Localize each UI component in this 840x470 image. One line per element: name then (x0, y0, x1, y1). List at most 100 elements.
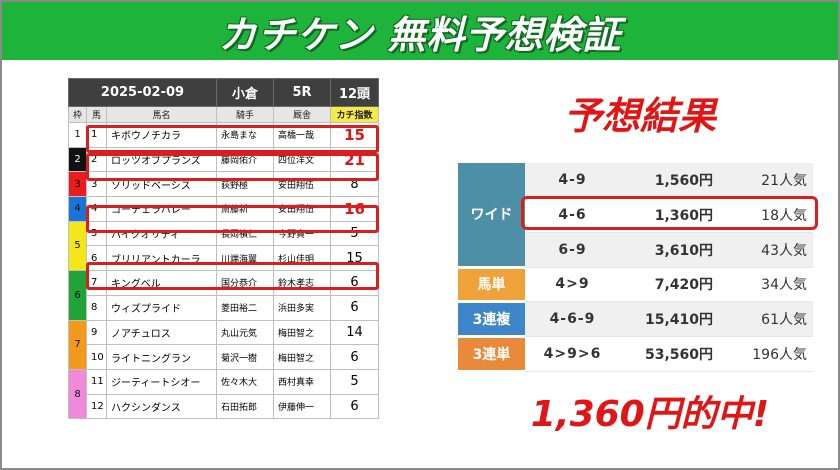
payout-amount: 3,610円 (620, 232, 723, 268)
payout-amount: 1,360円 (620, 197, 723, 233)
horse-number: 10 (86, 344, 107, 370)
horse-number: 1 (86, 122, 107, 148)
horse-number: 7 (86, 270, 107, 296)
jockey-name: 川端海翼 (216, 245, 274, 272)
table-row: 6 7 キングベル 国分恭介 鈴木孝志 6 (68, 270, 379, 321)
bet-type-wide: ワイド (458, 163, 525, 269)
horse-number: 6 (86, 245, 107, 272)
jockey-name: 佐々木大 (216, 368, 274, 395)
jockey-name: 長岡禎仁 (216, 220, 274, 247)
table-row: 8 ウィズプライド 菱田裕二 浜田多実 6 (69, 294, 379, 321)
payout-amount: 15,410円 (620, 301, 723, 337)
race-date: 2025-02-09 (68, 78, 217, 107)
table-row: 5 5 ハイクオリティ 長岡禎仁 今野貞一 5 (68, 220, 379, 272)
payout-popularity: 21人気 (723, 163, 813, 199)
horse-number: 4 (86, 196, 107, 222)
payout-combo: 4-6-9 (525, 301, 620, 337)
payout-combo: 4-6 (525, 197, 620, 233)
col-trainer: 厩舎 (273, 106, 331, 123)
payout-popularity: 43人気 (723, 232, 813, 268)
jockey-name: 菱田裕二 (216, 294, 274, 321)
horse-name: ブリリアントカーラ (106, 245, 217, 272)
kachi-score: 6 (330, 294, 379, 321)
table-row: 10 ライトニングラン 菊沢一樹 梅田智之 6 (69, 344, 379, 370)
horse-number: 12 (86, 393, 107, 420)
payout-row: 3連複 4-6-9 15,410円 61人気 (458, 301, 813, 338)
race-number: 5R (273, 78, 331, 107)
payout-amount: 1,560円 (620, 163, 723, 199)
kachi-score: 16 (330, 196, 379, 222)
table-row: 6 ブリリアントカーラ 川端海翼 杉山佳明 15 (69, 245, 379, 272)
race-venue: 小倉 (216, 78, 274, 107)
waku-cell: 1 (68, 122, 87, 148)
race-table: 2025-02-09 小倉 5R 12頭 枠 馬 馬名 騎手 厩舎 カチ指数 1… (68, 78, 379, 420)
payout-combo: 6-9 (525, 232, 620, 268)
kachi-score: 21 (330, 146, 379, 173)
trainer-name: 安田翔伍 (273, 171, 331, 198)
trainer-name: 西村真幸 (273, 368, 331, 395)
kachi-score: 15 (330, 245, 379, 272)
kachi-score: 6 (330, 270, 379, 296)
kachi-score: 8 (330, 171, 379, 198)
trainer-name: 伊藤伸一 (273, 393, 331, 420)
trainer-name: 浜田多実 (273, 294, 331, 321)
waku-cell: 2 (68, 146, 87, 173)
payout-combo: 4-9 (525, 163, 620, 199)
horse-number: 2 (86, 146, 107, 173)
kachi-score: 14 (330, 319, 379, 346)
payout-row: ワイド 4-9 1,560円 21人気 (458, 163, 813, 269)
trainer-name: 梅田智之 (273, 344, 331, 370)
table-row: 12 ハクシンダンス 石田拓郎 伊藤伸一 6 (69, 393, 379, 420)
kachi-score: 5 (330, 368, 379, 395)
race-header-row: 2025-02-09 小倉 5R 12頭 (68, 78, 379, 107)
race-field-size: 12頭 (330, 78, 379, 107)
col-horse: 馬名 (106, 106, 217, 123)
col-jockey: 騎手 (216, 106, 274, 123)
bet-type-sanrenpuku: 3連複 (458, 301, 525, 338)
horse-name: ハクシンダンス (106, 393, 217, 420)
horse-name: ソリッドベーシス (106, 171, 217, 198)
horse-name: ウィズプライド (106, 294, 217, 321)
horse-name: ノアチュロス (106, 319, 217, 346)
payout-popularity: 34人気 (723, 267, 813, 303)
table-row: 1 1 キボウノチカラ 永島まな 高橋一哉 15 (68, 122, 379, 148)
trainer-name: 鈴木孝志 (273, 270, 331, 296)
waku-cell: 5 (68, 220, 87, 272)
trainer-name: 安田翔伍 (273, 196, 331, 222)
horse-name: ライトニングラン (106, 344, 217, 370)
payout-combo: 4>9 (525, 267, 620, 303)
kachi-score: 5 (330, 220, 379, 247)
horse-name: ジーティートシオー (106, 368, 217, 395)
jockey-name: 藤岡佑介 (216, 146, 274, 173)
horse-number: 9 (86, 319, 107, 346)
col-score: カチ指数 (330, 106, 379, 123)
table-row: 3 3 ソリッドベーシス 荻野極 安田翔伍 8 (68, 171, 379, 198)
payout-row: 6-9 3,610円 43人気 (458, 232, 813, 268)
waku-cell: 7 (68, 319, 87, 370)
payout-amount: 7,420円 (620, 267, 723, 303)
horse-name: コーチェラバレー (106, 196, 217, 222)
trainer-name: 高橋一哉 (273, 122, 331, 148)
jockey-name: 荻野極 (216, 171, 274, 198)
table-row: 8 11 ジーティートシオー 佐々木大 西村真幸 5 (68, 368, 379, 420)
hit-announcement: 1,360円的中! (530, 394, 770, 435)
table-row: 4 4 コーチェラバレー 斎藤新 安田翔伍 16 (68, 196, 379, 222)
trainer-name: 四位洋文 (273, 146, 331, 173)
horse-name: ロッツオブプランズ (106, 146, 217, 173)
kachi-score: 6 (330, 393, 379, 420)
table-row: 7 9 ノアチュロス 丸山元気 梅田智之 14 (68, 319, 379, 370)
horse-number: 3 (86, 171, 107, 198)
waku-cell: 4 (68, 196, 87, 222)
jockey-name: 永島まな (216, 122, 274, 148)
payout-combo: 4>9>6 (525, 336, 620, 372)
column-header-row: 枠 馬 馬名 騎手 厩舎 カチ指数 (68, 106, 379, 123)
jockey-name: 石田拓郎 (216, 393, 274, 420)
jockey-name: 菊沢一樹 (216, 344, 274, 370)
payout-popularity: 18人気 (723, 197, 813, 233)
payout-row: 馬単 4>9 7,420円 34人気 (458, 267, 813, 304)
bet-type-sanrentan: 3連単 (458, 336, 525, 373)
horse-number: 5 (86, 220, 107, 247)
header-banner: カチケン 無料予想検証 (2, 2, 838, 60)
horse-number: 8 (86, 294, 107, 321)
